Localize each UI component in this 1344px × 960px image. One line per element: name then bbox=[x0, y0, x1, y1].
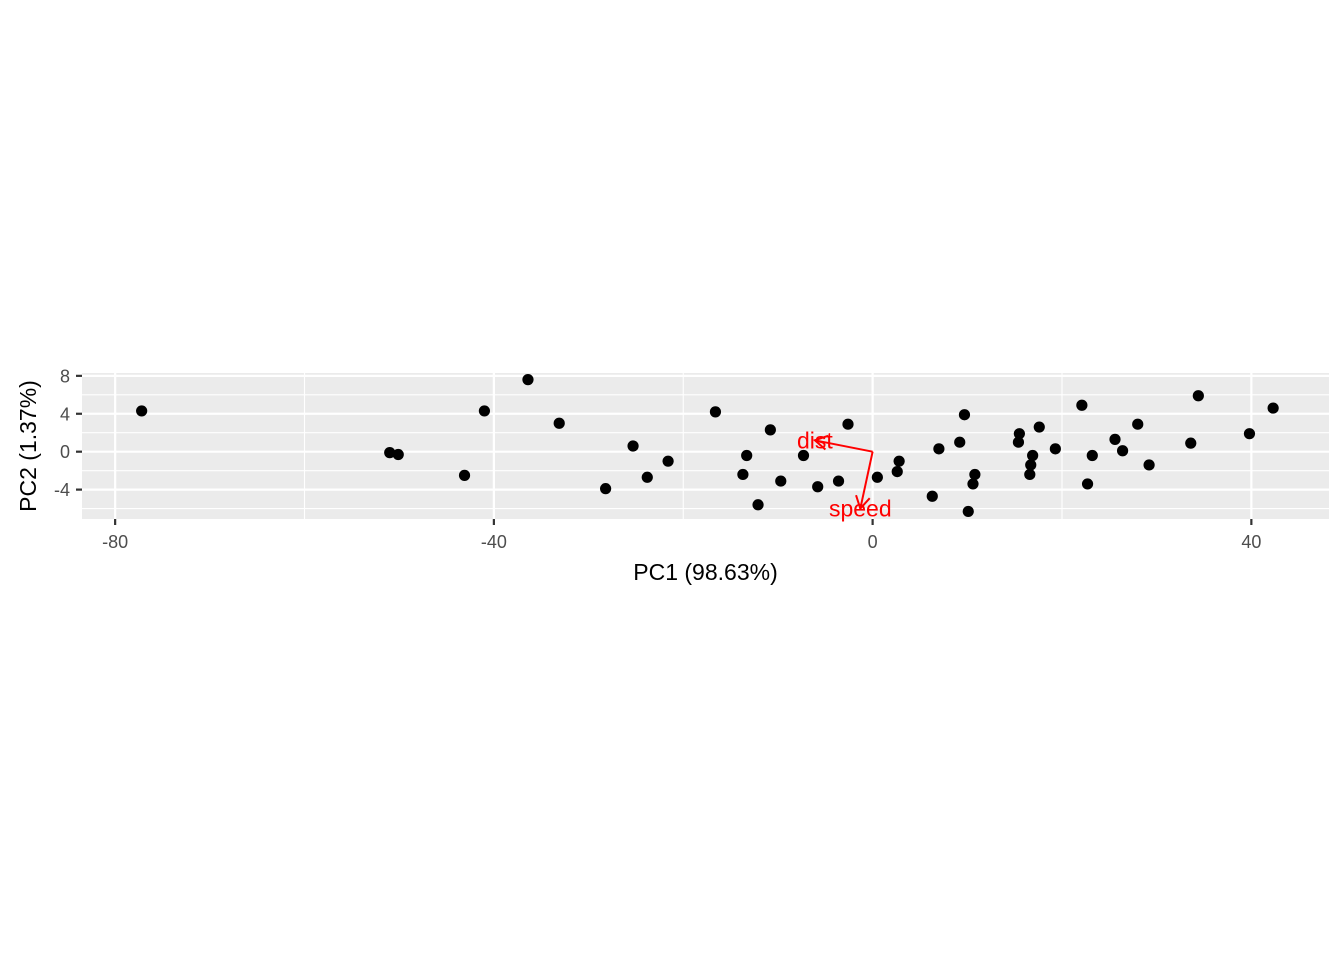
y-axis-title: PC2 (1.37%) bbox=[15, 380, 41, 512]
data-point bbox=[1081, 478, 1094, 490]
data-point bbox=[1027, 449, 1039, 462]
data-point bbox=[797, 449, 810, 462]
data-point bbox=[600, 483, 612, 495]
data-point bbox=[871, 471, 883, 483]
data-point bbox=[1143, 459, 1155, 471]
loading-arrowhead-speed bbox=[855, 494, 871, 511]
data-point bbox=[1024, 468, 1036, 481]
data-point bbox=[662, 455, 674, 467]
y-tick-label: 0 bbox=[60, 442, 70, 462]
x-tick-labels: -80 -40 0 40 bbox=[102, 532, 1261, 552]
data-point bbox=[384, 447, 396, 459]
data-point bbox=[1109, 433, 1121, 445]
data-point bbox=[737, 468, 749, 481]
loading-vectors: dist speed bbox=[797, 427, 892, 521]
y-tick-label: 4 bbox=[60, 404, 70, 424]
data-point bbox=[954, 436, 966, 448]
data-point bbox=[1076, 399, 1088, 411]
data-point bbox=[969, 468, 981, 481]
data-point bbox=[1025, 459, 1037, 471]
data-point bbox=[1033, 421, 1045, 433]
data-point bbox=[893, 455, 905, 467]
data-point bbox=[752, 499, 764, 511]
loading-arrowhead-dist bbox=[812, 434, 829, 451]
loading-arrow-dist bbox=[814, 439, 873, 453]
data-point bbox=[962, 505, 974, 518]
data-point bbox=[1132, 418, 1144, 430]
y-tick-labels: -4 0 4 8 bbox=[54, 366, 70, 500]
data-point bbox=[967, 478, 979, 490]
y-tick-label: -4 bbox=[54, 480, 70, 500]
data-point bbox=[842, 418, 854, 430]
data-point bbox=[553, 417, 565, 429]
data-point bbox=[764, 424, 776, 436]
data-point bbox=[136, 405, 148, 417]
data-point bbox=[627, 440, 639, 452]
data-point bbox=[1243, 428, 1256, 440]
data-point bbox=[832, 475, 845, 487]
data-point bbox=[641, 471, 653, 483]
data-point bbox=[478, 405, 491, 417]
y-tick-label: 8 bbox=[60, 366, 70, 386]
data-point bbox=[1086, 449, 1098, 462]
data-point bbox=[812, 481, 824, 493]
data-point bbox=[1116, 445, 1129, 457]
x-tick-label: -80 bbox=[102, 532, 128, 552]
data-point bbox=[1012, 436, 1025, 448]
loading-label-speed: speed bbox=[829, 496, 892, 522]
loading-arrow-speed bbox=[859, 451, 874, 509]
data-point bbox=[1185, 437, 1197, 449]
x-tick-label: 40 bbox=[1241, 532, 1261, 552]
data-point bbox=[1049, 443, 1061, 455]
data-point bbox=[1192, 390, 1204, 402]
axis-ticks bbox=[76, 374, 1253, 525]
loading-label-dist: dist bbox=[797, 427, 833, 453]
data-point bbox=[522, 374, 534, 386]
major-gridlines bbox=[82, 373, 1329, 519]
x-tick-label: -40 bbox=[481, 532, 507, 552]
data-point bbox=[926, 490, 938, 502]
x-tick-label: 0 bbox=[868, 532, 878, 552]
data-point bbox=[741, 449, 753, 462]
data-point bbox=[775, 475, 787, 487]
data-point bbox=[709, 406, 722, 418]
minor-gridlines bbox=[82, 373, 1329, 519]
data-point bbox=[891, 465, 903, 478]
data-point bbox=[458, 469, 471, 481]
data-point bbox=[958, 409, 971, 421]
data-point bbox=[933, 443, 945, 455]
x-axis-title: PC1 (98.63%) bbox=[633, 559, 777, 585]
data-point bbox=[1013, 428, 1025, 440]
data-point bbox=[1267, 402, 1279, 414]
data-point bbox=[392, 448, 404, 461]
data-points bbox=[136, 374, 1279, 518]
